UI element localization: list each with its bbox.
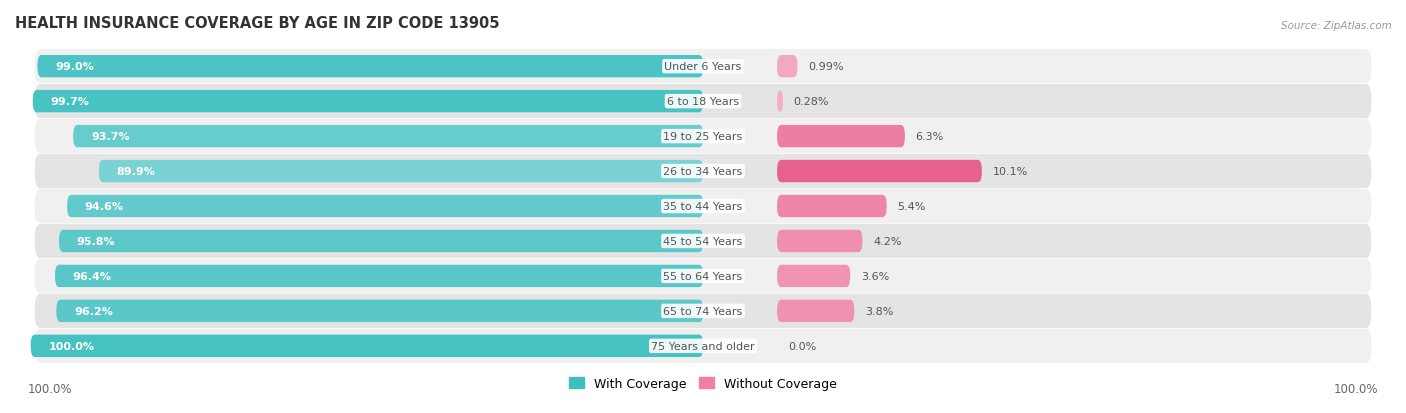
FancyBboxPatch shape	[35, 190, 1371, 223]
FancyBboxPatch shape	[35, 154, 1371, 189]
FancyBboxPatch shape	[778, 195, 887, 218]
Text: HEALTH INSURANCE COVERAGE BY AGE IN ZIP CODE 13905: HEALTH INSURANCE COVERAGE BY AGE IN ZIP …	[14, 16, 499, 31]
Text: 100.0%: 100.0%	[28, 382, 73, 395]
Text: 95.8%: 95.8%	[77, 236, 115, 247]
FancyBboxPatch shape	[778, 91, 783, 113]
FancyBboxPatch shape	[67, 195, 703, 218]
FancyBboxPatch shape	[73, 126, 703, 148]
Text: 26 to 34 Years: 26 to 34 Years	[664, 166, 742, 177]
Text: 89.9%: 89.9%	[117, 166, 156, 177]
Text: Under 6 Years: Under 6 Years	[665, 62, 741, 72]
Text: 35 to 44 Years: 35 to 44 Years	[664, 202, 742, 211]
FancyBboxPatch shape	[38, 56, 703, 78]
Text: 0.0%: 0.0%	[787, 341, 817, 351]
FancyBboxPatch shape	[778, 265, 851, 287]
Text: 96.2%: 96.2%	[75, 306, 112, 316]
Text: 93.7%: 93.7%	[91, 132, 129, 142]
Text: 99.7%: 99.7%	[51, 97, 89, 107]
FancyBboxPatch shape	[35, 85, 1371, 119]
Text: 4.2%: 4.2%	[873, 236, 901, 247]
Text: 19 to 25 Years: 19 to 25 Years	[664, 132, 742, 142]
Text: 6.3%: 6.3%	[915, 132, 943, 142]
FancyBboxPatch shape	[778, 300, 855, 322]
Text: 99.0%: 99.0%	[55, 62, 94, 72]
Text: 94.6%: 94.6%	[84, 202, 124, 211]
FancyBboxPatch shape	[56, 300, 703, 322]
FancyBboxPatch shape	[778, 161, 981, 183]
FancyBboxPatch shape	[778, 56, 797, 78]
FancyBboxPatch shape	[31, 335, 703, 357]
FancyBboxPatch shape	[35, 50, 1371, 84]
Text: 10.1%: 10.1%	[993, 166, 1028, 177]
Legend: With Coverage, Without Coverage: With Coverage, Without Coverage	[564, 372, 842, 395]
Text: 0.99%: 0.99%	[808, 62, 844, 72]
Text: 75 Years and older: 75 Years and older	[651, 341, 755, 351]
Text: 100.0%: 100.0%	[1333, 382, 1378, 395]
Text: 6 to 18 Years: 6 to 18 Years	[666, 97, 740, 107]
FancyBboxPatch shape	[778, 126, 905, 148]
Text: 55 to 64 Years: 55 to 64 Years	[664, 271, 742, 281]
FancyBboxPatch shape	[35, 120, 1371, 154]
Text: 100.0%: 100.0%	[48, 341, 94, 351]
FancyBboxPatch shape	[59, 230, 703, 252]
FancyBboxPatch shape	[35, 259, 1371, 293]
FancyBboxPatch shape	[98, 161, 703, 183]
FancyBboxPatch shape	[32, 91, 703, 113]
FancyBboxPatch shape	[778, 230, 862, 252]
Text: 0.28%: 0.28%	[794, 97, 830, 107]
Text: 45 to 54 Years: 45 to 54 Years	[664, 236, 742, 247]
Text: 5.4%: 5.4%	[897, 202, 925, 211]
Text: Source: ZipAtlas.com: Source: ZipAtlas.com	[1281, 21, 1392, 31]
Text: 3.6%: 3.6%	[860, 271, 889, 281]
Text: 65 to 74 Years: 65 to 74 Years	[664, 306, 742, 316]
FancyBboxPatch shape	[55, 265, 703, 287]
Text: 96.4%: 96.4%	[73, 271, 111, 281]
FancyBboxPatch shape	[35, 224, 1371, 259]
FancyBboxPatch shape	[35, 329, 1371, 363]
FancyBboxPatch shape	[35, 294, 1371, 328]
Text: 3.8%: 3.8%	[865, 306, 893, 316]
